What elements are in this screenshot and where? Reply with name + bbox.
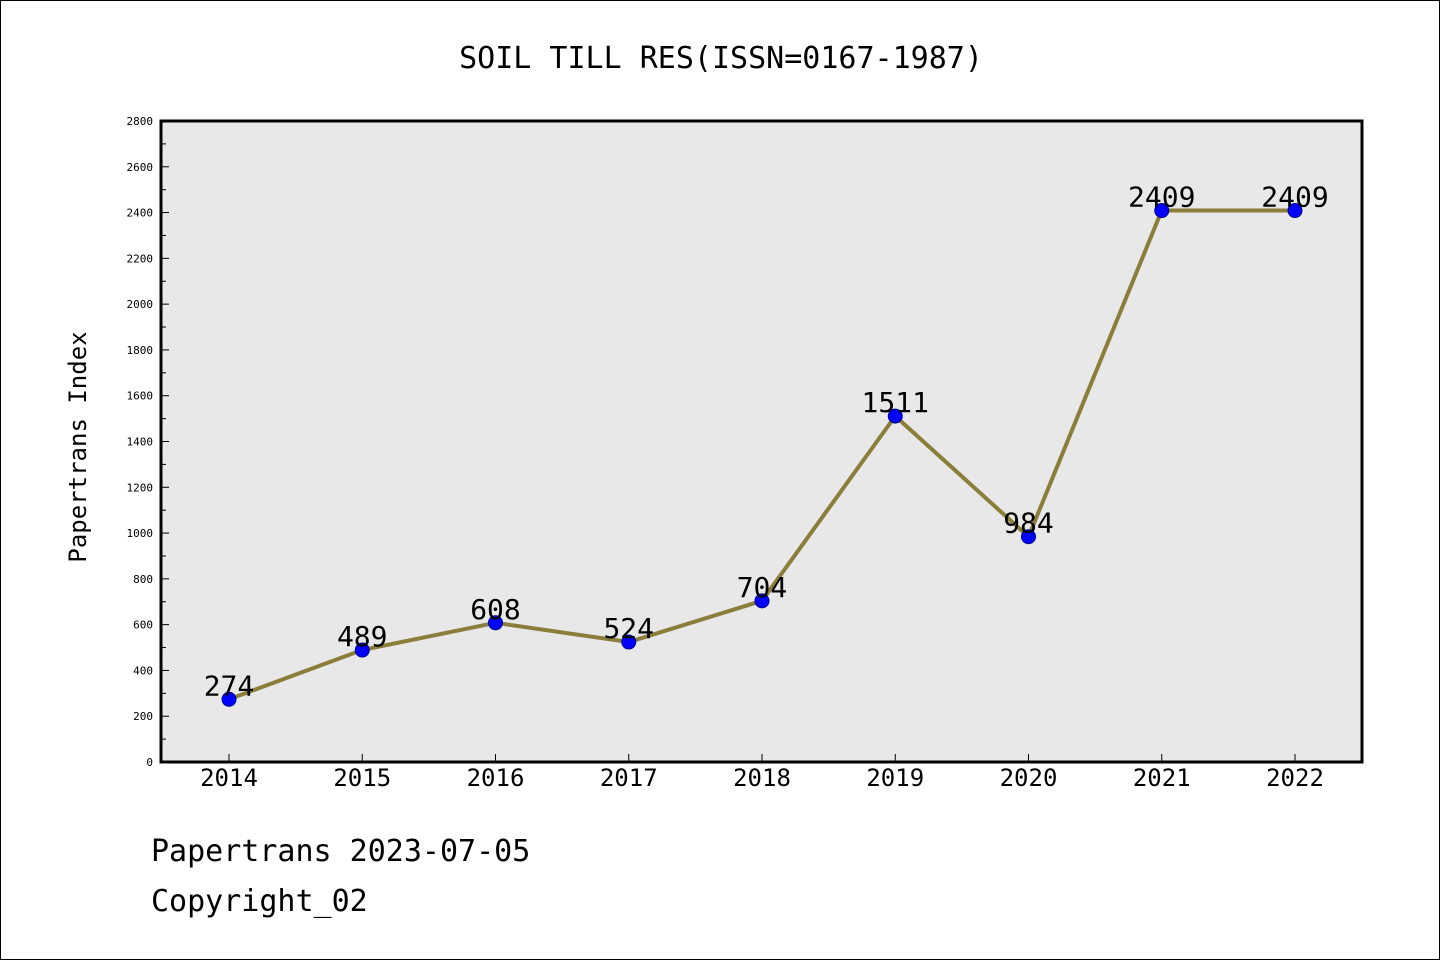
y-tick-label: 0 (146, 756, 153, 769)
data-point (221, 691, 237, 707)
x-tick-label: 2016 (467, 764, 525, 792)
x-axis: 2014 2015 2016 2017 2018 2019 2020 2021 2022 (200, 754, 1324, 792)
y-tick-label: 2800 (127, 115, 154, 128)
chart-title: SOIL TILL RES(ISSN=0167-1987) (459, 41, 983, 76)
y-tick-label: 800 (133, 573, 153, 586)
x-tick-label: 2020 (1000, 764, 1058, 792)
y-tick-label: 2000 (127, 298, 154, 311)
x-tick-label: 2017 (600, 764, 658, 792)
data-markers (221, 203, 1303, 707)
y-tick-label: 2600 (127, 161, 154, 174)
data-label: 608 (470, 593, 521, 626)
plot-area (159, 119, 1364, 764)
data-label: 524 (603, 612, 654, 645)
data-point (1287, 203, 1303, 219)
data-label: 2409 (1128, 181, 1195, 214)
y-tick-label: 2200 (127, 252, 154, 265)
data-label: 1511 (862, 386, 929, 419)
data-label: 704 (737, 571, 788, 604)
data-label: 2409 (1261, 181, 1328, 214)
y-tick-label: 1800 (127, 344, 154, 357)
data-label: 274 (204, 669, 255, 702)
data-labels: 274 489 608 524 704 1511 984 2409 2409 (204, 181, 1329, 703)
x-tick-label: 2022 (1266, 764, 1324, 792)
x-tick-label: 2018 (733, 764, 791, 792)
x-tick-label: 2019 (866, 764, 924, 792)
data-label: 984 (1003, 507, 1054, 540)
footer-copyright: Copyright_02 (151, 884, 368, 919)
y-axis-label: Papertrans Index (64, 331, 92, 562)
data-point (621, 634, 637, 650)
y-tick-label: 1600 (127, 390, 154, 403)
y-axis: 0 200 400 600 800 1000 1200 1400 1600 1800 2000 220… (127, 115, 169, 769)
data-point (887, 408, 903, 424)
data-point (1154, 203, 1170, 219)
data-point (1021, 529, 1036, 545)
x-tick-label: 2014 (200, 764, 258, 792)
y-tick-label: 1400 (127, 436, 154, 449)
y-tick-label: 400 (133, 664, 153, 677)
y-tick-label: 1200 (127, 481, 154, 494)
data-point (488, 615, 503, 631)
y-tick-label: 600 (133, 619, 153, 632)
y-tick-label: 2400 (127, 207, 154, 220)
x-tick-label: 2021 (1133, 764, 1191, 792)
footer-date: Papertrans 2023-07-05 (151, 834, 531, 869)
data-label: 489 (337, 620, 388, 653)
y-tick-label: 200 (133, 710, 153, 723)
data-point (354, 642, 370, 658)
y-tick-label: 1000 (127, 527, 154, 540)
x-tick-label: 2015 (333, 764, 391, 792)
data-point (754, 593, 770, 609)
